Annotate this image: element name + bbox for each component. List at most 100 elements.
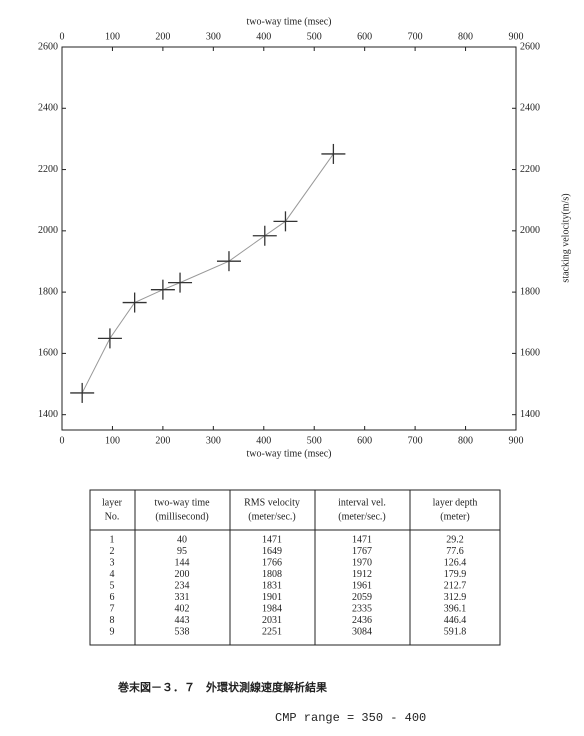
pick-cross (252, 225, 277, 246)
x2-axis-title: two-way time (msec) (247, 16, 332, 27)
y2-tick-label: 1600 (520, 348, 540, 359)
y-tick-label: 2400 (38, 103, 58, 114)
table-cell: 1808 (262, 569, 282, 580)
x-tick-label: 600 (357, 435, 372, 446)
y-tick-label: 2000 (38, 225, 58, 236)
table-cell: 1831 (262, 580, 282, 591)
table-cell: 179.9 (444, 569, 467, 580)
pick-cross (150, 279, 175, 300)
table-cell: 1970 (352, 557, 372, 568)
x-tick-label: 800 (458, 435, 473, 446)
table-cell: 1912 (352, 569, 372, 580)
table-header: layer (102, 497, 123, 508)
table-header: No. (105, 511, 120, 522)
table-cell: 234 (175, 580, 190, 591)
table-cell: 1767 (352, 546, 372, 557)
table-frame (89, 489, 501, 646)
table-cell: 5 (110, 580, 115, 591)
table-cell: 8 (110, 615, 115, 626)
y2-tick-label: 1800 (520, 286, 540, 297)
y-tick-label: 1400 (38, 409, 58, 420)
x2-tick-label: 0 (60, 31, 65, 42)
table-header: RMS velocity (244, 497, 300, 508)
table-cell: 9 (110, 626, 115, 637)
x-tick-label: 200 (155, 435, 170, 446)
x-tick-label: 900 (509, 435, 524, 446)
table-cell: 331 (175, 592, 190, 603)
x2-tick-label: 600 (357, 31, 372, 42)
table-cell: 2031 (262, 615, 282, 626)
plot-frame (61, 46, 517, 431)
table-cell: 591.8 (444, 626, 467, 637)
table-cell: 77.6 (446, 546, 464, 557)
table-cell: 2436 (352, 615, 372, 626)
table-cell: 538 (175, 626, 190, 637)
y2-axis-title: stacking velocity(m/s) (560, 193, 571, 282)
table-cell: 402 (175, 603, 190, 614)
table-cell: 1901 (262, 592, 282, 603)
table-cell: 40 (177, 534, 187, 545)
table-header: (meter/sec.) (338, 511, 385, 522)
x2-tick-label: 500 (307, 31, 322, 42)
table-cell: 126.4 (444, 557, 467, 568)
pick-cross (321, 143, 346, 164)
pick-cross (122, 292, 147, 313)
table-cell: 2251 (262, 626, 282, 637)
table-cell: 29.2 (446, 534, 464, 545)
table-header: (millisecond) (155, 511, 208, 522)
x-tick-label: 100 (105, 435, 120, 446)
y2-tick-label: 2400 (520, 103, 540, 114)
x-tick-label: 0 (60, 435, 65, 446)
table-cell: 446.4 (444, 615, 467, 626)
table-cell: 1471 (352, 534, 372, 545)
table-cell: 1471 (262, 534, 282, 545)
table-cell: 443 (175, 615, 190, 626)
table-cell: 6 (110, 592, 115, 603)
x-tick-label: 400 (256, 435, 271, 446)
y-tick-label: 1800 (38, 286, 58, 297)
table-cell: 396.1 (444, 603, 467, 614)
y2-tick-label: 2600 (520, 41, 540, 52)
table-header: layer depth (433, 497, 478, 508)
table-cell: 7 (110, 603, 115, 614)
table-cell: 1649 (262, 546, 282, 557)
table-cell: 4 (110, 569, 115, 580)
x2-tick-label: 900 (509, 31, 524, 42)
x2-tick-label: 100 (105, 31, 120, 42)
pick-cross (216, 251, 241, 272)
table-cell: 2 (110, 546, 115, 557)
table-cell: 1984 (262, 603, 282, 614)
pick-cross (70, 382, 95, 403)
velocity-line (81, 153, 334, 394)
table-cell: 2059 (352, 592, 372, 603)
caption: 巻末図－３．７ 外環状測線速度解析結果 (117, 680, 327, 694)
x2-tick-label: 300 (206, 31, 221, 42)
table-cell: 1 (110, 534, 115, 545)
table-header: interval vel. (338, 497, 386, 508)
y2-tick-label: 1400 (520, 409, 540, 420)
y2-tick-label: 2000 (520, 225, 540, 236)
pick-cross (97, 328, 122, 349)
table-cell: 212.7 (444, 580, 467, 591)
y2-tick-label: 2200 (520, 164, 540, 175)
cmp-range: CMP range = 350 - 400 (275, 711, 426, 725)
table-cell: 312.9 (444, 592, 467, 603)
table-cell: 95 (177, 546, 187, 557)
x2-tick-label: 800 (458, 31, 473, 42)
table-header: (meter) (440, 511, 469, 522)
table-cell: 200 (175, 569, 190, 580)
table-cell: 3 (110, 557, 115, 568)
table-cell: 2335 (352, 603, 372, 614)
x2-tick-label: 400 (256, 31, 271, 42)
x-tick-label: 700 (408, 435, 423, 446)
x-axis-title: two-way time (msec) (247, 448, 332, 459)
x-tick-label: 500 (307, 435, 322, 446)
pick-cross (273, 211, 298, 232)
table-cell: 1961 (352, 580, 372, 591)
y-tick-label: 2600 (38, 41, 58, 52)
x2-tick-label: 200 (155, 31, 170, 42)
y-tick-label: 1600 (38, 348, 58, 359)
table-header: two-way time (154, 497, 210, 508)
y-tick-label: 2200 (38, 164, 58, 175)
